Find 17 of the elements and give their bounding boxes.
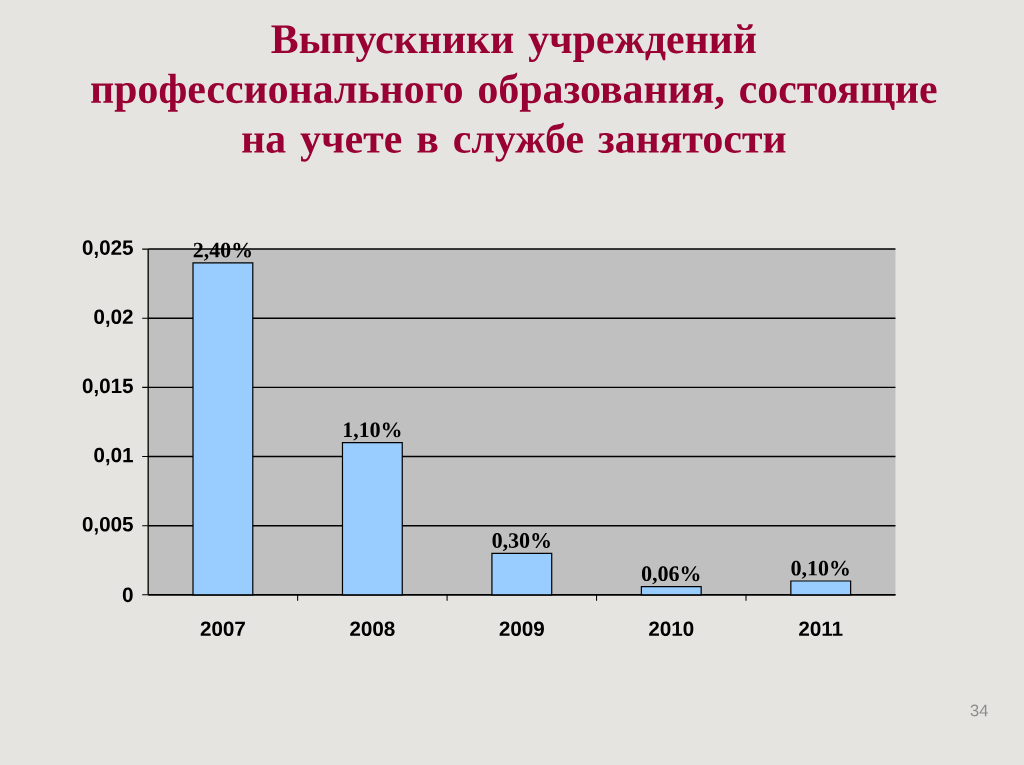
y-tick-label: 0,015 [82,378,133,397]
y-tick-label: 0 [122,587,133,603]
chart-title: Выпускники учреждений профессионального образования, состоящие на учете в службе занятости [91,24,937,162]
y-tick-label: 0,01 [94,447,133,466]
data-label: 0,30% [492,533,550,551]
y-tick-label: 0,005 [82,516,133,535]
data-label: 0,10% [791,560,849,579]
x-tick-label: 2009 [499,621,544,636]
y-tick-label: 0,025 [82,240,133,258]
x-tick-label: 2010 [649,621,694,636]
x-tick-label: 2008 [350,621,395,636]
y-tick-label: 0,02 [94,309,133,327]
x-tick-label: 2007 [200,621,245,636]
data-label: 1,10% [343,422,401,441]
x-tick-label: 2011 [799,621,843,636]
text: 34 [970,704,988,717]
data-label: 0,06% [641,566,700,585]
